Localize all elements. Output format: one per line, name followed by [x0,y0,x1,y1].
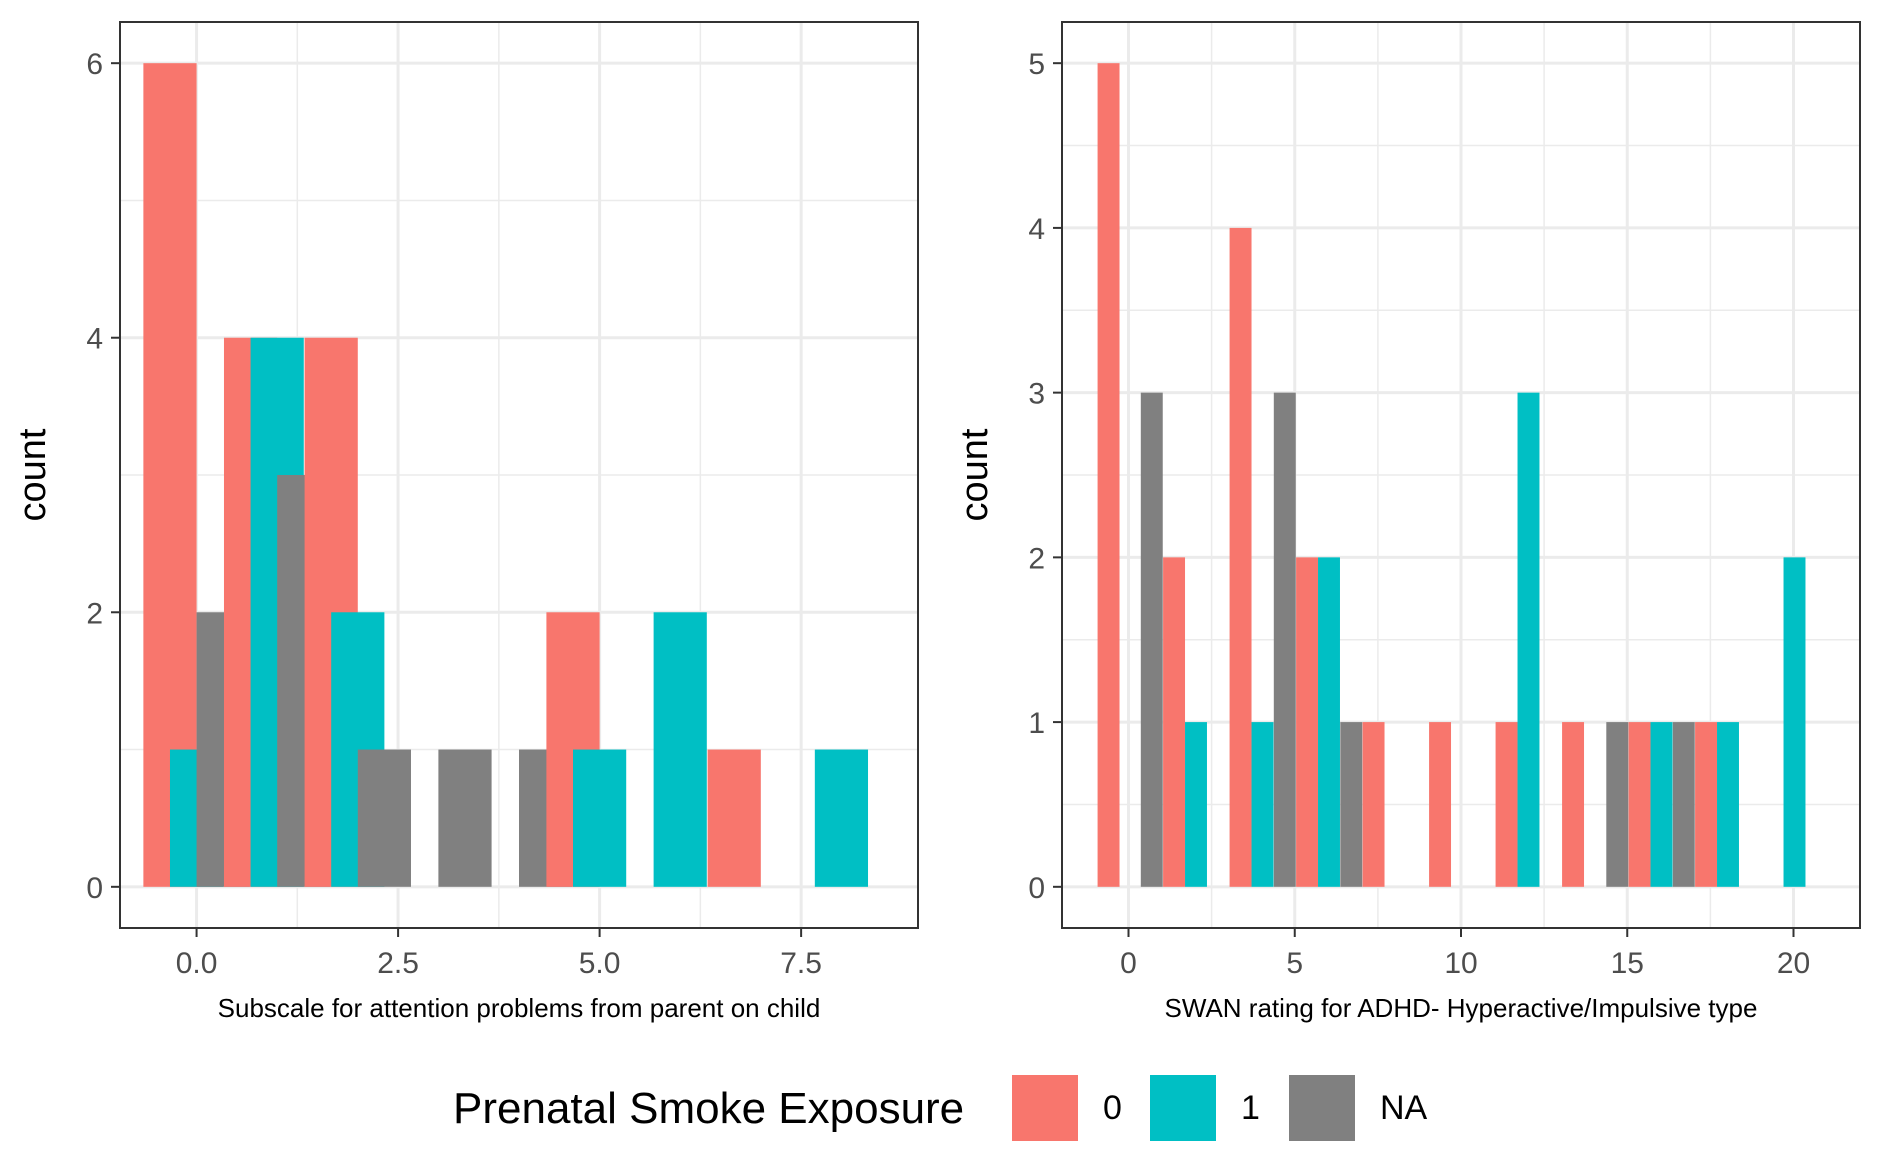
x-tick-label: 5.0 [579,947,621,980]
y-axis-title: count [12,428,54,521]
bar-group-1 [1650,722,1673,887]
x-tick-label: 20 [1777,947,1810,980]
bar-group-na [1273,392,1296,887]
y-tick-label: 0 [1028,872,1045,905]
bar-group-1 [1517,392,1540,887]
legend-title: Prenatal Smoke Exposure [453,1084,964,1133]
right-histogram-panel: 0 5 10 15 20 0 1 2 3 4 5 SWAN rating for ADHD- Hype… [954,21,1861,1023]
bar-group-1 [1318,557,1340,887]
bar-group-na [357,749,411,887]
bar-group-1 [573,749,627,887]
bar-group-1 [1185,722,1207,887]
y-axis-title: count [954,428,996,521]
bar-group-0 [1097,63,1120,887]
bar-group-na [1672,722,1695,887]
x-axis-title: SWAN rating for ADHD- Hyperactive/Impuls… [1165,993,1758,1023]
bar-group-0 [1628,722,1651,887]
bar-group-0 [1495,722,1518,887]
bar-group-0 [1562,722,1585,887]
x-tick-label: 2.5 [377,947,419,980]
legend-key-0 [1012,1075,1078,1141]
y-tick-label: 4 [1028,213,1045,246]
x-tick-label: 7.5 [780,947,822,980]
x-tick-label: 15 [1611,947,1644,980]
bar-group-1 [1251,722,1274,887]
panel-border [119,21,919,929]
bar-group-na [1340,722,1363,887]
bar-group-0 [707,749,761,887]
bar-group-na [438,749,492,887]
bar-group-1 [653,612,707,887]
legend-label-0: 0 [1103,1089,1122,1127]
x-tick-label: 0.0 [176,947,218,980]
x-tick-label: 5 [1286,947,1303,980]
bar-group-1 [1717,722,1739,887]
x-tick-label: 10 [1444,947,1477,980]
x-tick-label: 0 [1120,947,1137,980]
bar-group-na [1140,392,1163,887]
x-axis-title: Subscale for attention problems from par… [218,993,821,1023]
y-tick-label: 4 [86,323,103,356]
y-tick-label: 2 [86,597,103,630]
legend-label-1: 1 [1241,1089,1260,1127]
left-histogram-panel: 0.0 2.5 5.0 7.5 0 2 4 6 Subscale for attention p… [12,21,919,1023]
bar-group-0 [1229,227,1252,887]
y-tick-label: 1 [1028,707,1045,740]
bar-group-0 [1296,557,1319,887]
y-tick-label: 0 [86,872,103,905]
bar-group-0 [1163,557,1186,887]
legend-key-na [1289,1075,1355,1141]
bar-group-0 [1362,722,1385,887]
bar-group-0 [1695,722,1718,887]
bar-group-na [1606,722,1629,887]
bar-group-0 [1429,722,1452,887]
bar-group-1 [1783,557,1806,887]
legend: Prenatal Smoke Exposure 0 1 NA [453,1075,1428,1141]
legend-key-1 [1150,1075,1216,1141]
y-tick-label: 3 [1028,378,1045,411]
legend-label-na: NA [1380,1089,1428,1127]
y-tick-label: 6 [86,48,103,81]
bar-group-1 [814,749,869,887]
y-tick-label: 2 [1028,542,1045,575]
y-tick-label: 5 [1028,48,1045,81]
